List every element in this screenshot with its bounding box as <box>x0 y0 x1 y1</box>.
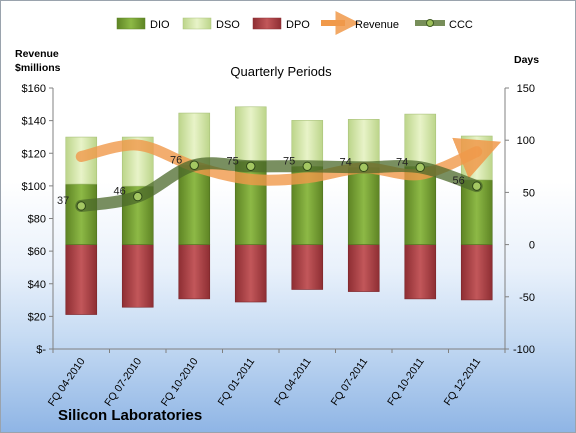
legend-label-revenue: Revenue <box>355 19 399 31</box>
dpo-bar <box>65 244 98 315</box>
dio-bar <box>178 164 211 245</box>
right-tick-label: -100 <box>513 344 535 356</box>
legend: DIO DSO DPO Revenue CCC <box>116 11 473 35</box>
left-tick-label: $- <box>36 344 46 356</box>
legend-swatch-dio <box>116 17 146 30</box>
legend-swatch-dso <box>182 17 212 30</box>
ccc-point <box>133 191 143 202</box>
left-tick-label: $160 <box>22 83 46 95</box>
line-series: 37 46 76 75 75 74 74 56 <box>57 137 502 212</box>
company-name: Silicon Laboratories <box>58 407 203 424</box>
ccc-point <box>189 160 199 170</box>
ccc-point <box>76 201 86 211</box>
left-tick-label: $60 <box>28 246 46 258</box>
ccc-data-label: 46 <box>114 186 126 198</box>
ccc-data-label: 75 <box>283 155 295 167</box>
axes: $- $20 $40 $60 $80 $100 $120 $140 $160 -100 -50 0 50… <box>22 83 535 356</box>
bar-series <box>65 106 493 315</box>
x-axis-labels: FQ 04-2010 FQ 07-2010 FQ 10-2010 FQ 01-2011… <box>46 356 484 409</box>
right-tick-label: 100 <box>517 135 535 147</box>
dpo-bar <box>234 244 267 303</box>
dso-bar <box>291 120 324 167</box>
legend-label-dso: DSO <box>216 19 240 31</box>
ccc-data-label: 74 <box>340 156 352 168</box>
dpo-bar <box>291 244 324 290</box>
plot-title: Quarterly Periods <box>230 64 332 79</box>
legend-swatch-dpo <box>252 17 282 30</box>
x-category-label: FQ 04-2011 <box>272 356 314 408</box>
x-category-label: FQ 10-2010 <box>159 356 201 409</box>
legend-label-ccc: CCC <box>449 19 473 31</box>
x-category-label: FQ 10-2011 <box>385 356 427 408</box>
x-category-label: FQ 04-2010 <box>46 356 88 409</box>
legend-ccc-marker-icon <box>426 19 434 27</box>
ccc-point <box>359 162 369 173</box>
right-tick-label: 150 <box>517 83 535 95</box>
ccc-point <box>302 161 312 172</box>
right-tick-label: 50 <box>523 187 535 199</box>
dso-bar <box>404 113 437 167</box>
ccc-data-label: 56 <box>453 175 465 187</box>
x-category-label: FQ 07-2011 <box>329 356 371 408</box>
dpo-bar <box>404 244 437 300</box>
legend-label-dio: DIO <box>150 19 170 31</box>
ccc-point <box>246 161 256 172</box>
left-tick-label: $100 <box>22 181 46 193</box>
ccc-point <box>415 162 425 173</box>
right-tick-label: -50 <box>519 292 535 304</box>
left-tick-label: $80 <box>28 214 46 226</box>
dso-bar <box>234 106 267 162</box>
dso-bar <box>347 119 380 168</box>
left-tick-label: $140 <box>22 116 46 128</box>
left-axis-label-line-2: $millions <box>15 62 61 74</box>
ccc-data-label: 74 <box>396 156 408 168</box>
dpo-bar <box>347 244 380 292</box>
dio-bar <box>65 183 98 245</box>
x-category-label: FQ 12-2011 <box>442 356 484 408</box>
x-category-label: FQ 01-2011 <box>216 356 258 408</box>
right-axis-label: Days <box>514 54 539 66</box>
ccc-data-label: 76 <box>170 154 182 166</box>
dpo-bar <box>178 244 211 300</box>
revenue-line <box>75 137 502 186</box>
left-axis-label-line-1: Revenue <box>15 48 59 60</box>
x-category-label: FQ 07-2010 <box>102 356 144 409</box>
left-tick-label: $20 <box>28 311 46 323</box>
ccc-line <box>75 157 483 212</box>
ccc-data-label: 37 <box>57 195 69 207</box>
dio-bar <box>347 167 380 245</box>
ccc-point <box>472 181 482 191</box>
left-tick-label: $120 <box>22 148 46 160</box>
left-tick-label: $40 <box>28 279 46 291</box>
dpo-bar <box>460 244 493 301</box>
ccc-data-label: 75 <box>227 155 239 167</box>
right-tick-label: 0 <box>529 240 535 252</box>
dpo-bar <box>121 244 154 308</box>
legend-label-dpo: DPO <box>286 19 310 31</box>
